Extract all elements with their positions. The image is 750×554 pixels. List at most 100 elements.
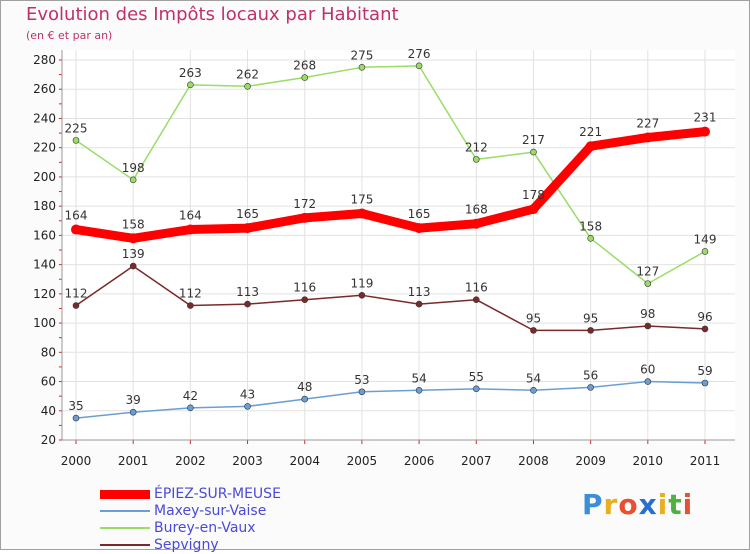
data-point	[530, 387, 537, 394]
x-tick-label: 2010	[633, 454, 664, 468]
data-label: 112	[179, 287, 202, 301]
data-point	[356, 208, 367, 219]
data-point	[128, 233, 139, 244]
data-label: 168	[465, 203, 488, 217]
data-label: 172	[293, 197, 316, 211]
y-tick-label: 20	[41, 433, 56, 447]
data-point	[585, 141, 596, 152]
data-label: 165	[408, 207, 431, 221]
data-label: 42	[183, 389, 198, 403]
data-point	[415, 62, 423, 70]
data-label: 48	[297, 380, 312, 394]
legend-label: Maxey-sur-Vaise	[154, 503, 267, 519]
data-label: 227	[636, 116, 659, 130]
data-point	[358, 388, 366, 396]
data-point	[701, 379, 709, 387]
x-tick-label: 2000	[61, 454, 92, 468]
data-label: 113	[408, 285, 431, 299]
data-point	[587, 235, 594, 242]
data-point	[129, 408, 137, 416]
data-point	[414, 223, 425, 234]
legend-label: Sepvigny	[154, 537, 219, 553]
data-label: 175	[350, 192, 373, 206]
data-point	[587, 327, 594, 334]
data-point	[72, 414, 80, 422]
series-line	[71, 127, 710, 243]
data-point	[415, 387, 423, 394]
data-point	[644, 322, 652, 330]
data-label: 263	[179, 66, 202, 80]
data-label: 212	[465, 140, 488, 154]
proxiti-logo: Proxiti	[582, 488, 694, 521]
data-point	[530, 148, 537, 156]
data-label: 113	[236, 285, 259, 299]
data-point	[129, 176, 137, 184]
data-point	[472, 156, 480, 163]
data-label: 116	[293, 281, 316, 295]
data-label: 275	[350, 48, 373, 62]
legend-swatch	[100, 544, 150, 546]
legend-label: Burey-en-Vaux	[154, 520, 256, 536]
x-tick-label: 2006	[404, 454, 435, 468]
data-label: 59	[697, 364, 712, 378]
x-tick-label: 2002	[175, 454, 206, 468]
x-tick-label: 2003	[232, 454, 263, 468]
data-label: 43	[240, 387, 255, 401]
y-tick-label: 260	[33, 82, 56, 96]
data-label: 116	[465, 281, 488, 295]
data-point	[358, 292, 366, 299]
data-label: 164	[65, 209, 88, 223]
data-label: 231	[694, 111, 717, 125]
series-line	[75, 65, 706, 285]
data-point	[244, 403, 251, 410]
series-line	[75, 380, 706, 419]
plot-area	[62, 50, 735, 440]
data-point	[71, 224, 81, 235]
data-label: 127	[636, 265, 659, 279]
data-label: 158	[122, 217, 145, 231]
y-tick-label: 280	[33, 53, 56, 67]
x-tick-label: 2011	[690, 454, 721, 468]
data-point	[642, 132, 653, 143]
legend-swatch	[100, 510, 150, 512]
data-point	[644, 378, 652, 385]
legend-swatch	[100, 489, 150, 499]
data-label: 139	[122, 247, 145, 261]
data-point	[187, 81, 194, 89]
data-point	[358, 64, 366, 71]
data-point	[472, 385, 480, 393]
x-tick-label: 2008	[518, 454, 549, 468]
data-point	[644, 280, 652, 287]
data-label: 165	[236, 207, 259, 221]
y-tick-label: 40	[41, 404, 56, 418]
series-line	[75, 265, 706, 332]
x-tick-label: 2001	[118, 454, 149, 468]
y-tick-label: 220	[33, 141, 56, 155]
data-label: 35	[68, 399, 83, 413]
data-point	[700, 126, 710, 137]
data-point	[244, 300, 251, 308]
y-tick-label: 160	[33, 228, 56, 242]
data-point	[471, 218, 482, 229]
data-label: 53	[354, 373, 369, 387]
data-point	[72, 302, 80, 309]
x-tick-label: 2004	[289, 454, 320, 468]
y-tick-label: 100	[33, 316, 56, 330]
y-tick-label: 80	[41, 345, 56, 359]
data-label: 158	[579, 219, 602, 233]
x-tick-label: 2007	[461, 454, 492, 468]
data-point	[301, 74, 309, 81]
data-label: 39	[126, 393, 141, 407]
data-point	[415, 300, 423, 308]
data-label: 149	[694, 232, 717, 246]
y-tick-label: 60	[41, 375, 56, 389]
data-point	[242, 223, 253, 234]
y-tick-label: 180	[33, 199, 56, 213]
data-point	[530, 327, 537, 334]
y-tick-label: 120	[33, 287, 56, 301]
data-label: 95	[583, 311, 598, 325]
data-point	[472, 296, 480, 303]
chart-subtitle: (en € et par an)	[26, 29, 113, 42]
data-label: 96	[697, 310, 712, 324]
